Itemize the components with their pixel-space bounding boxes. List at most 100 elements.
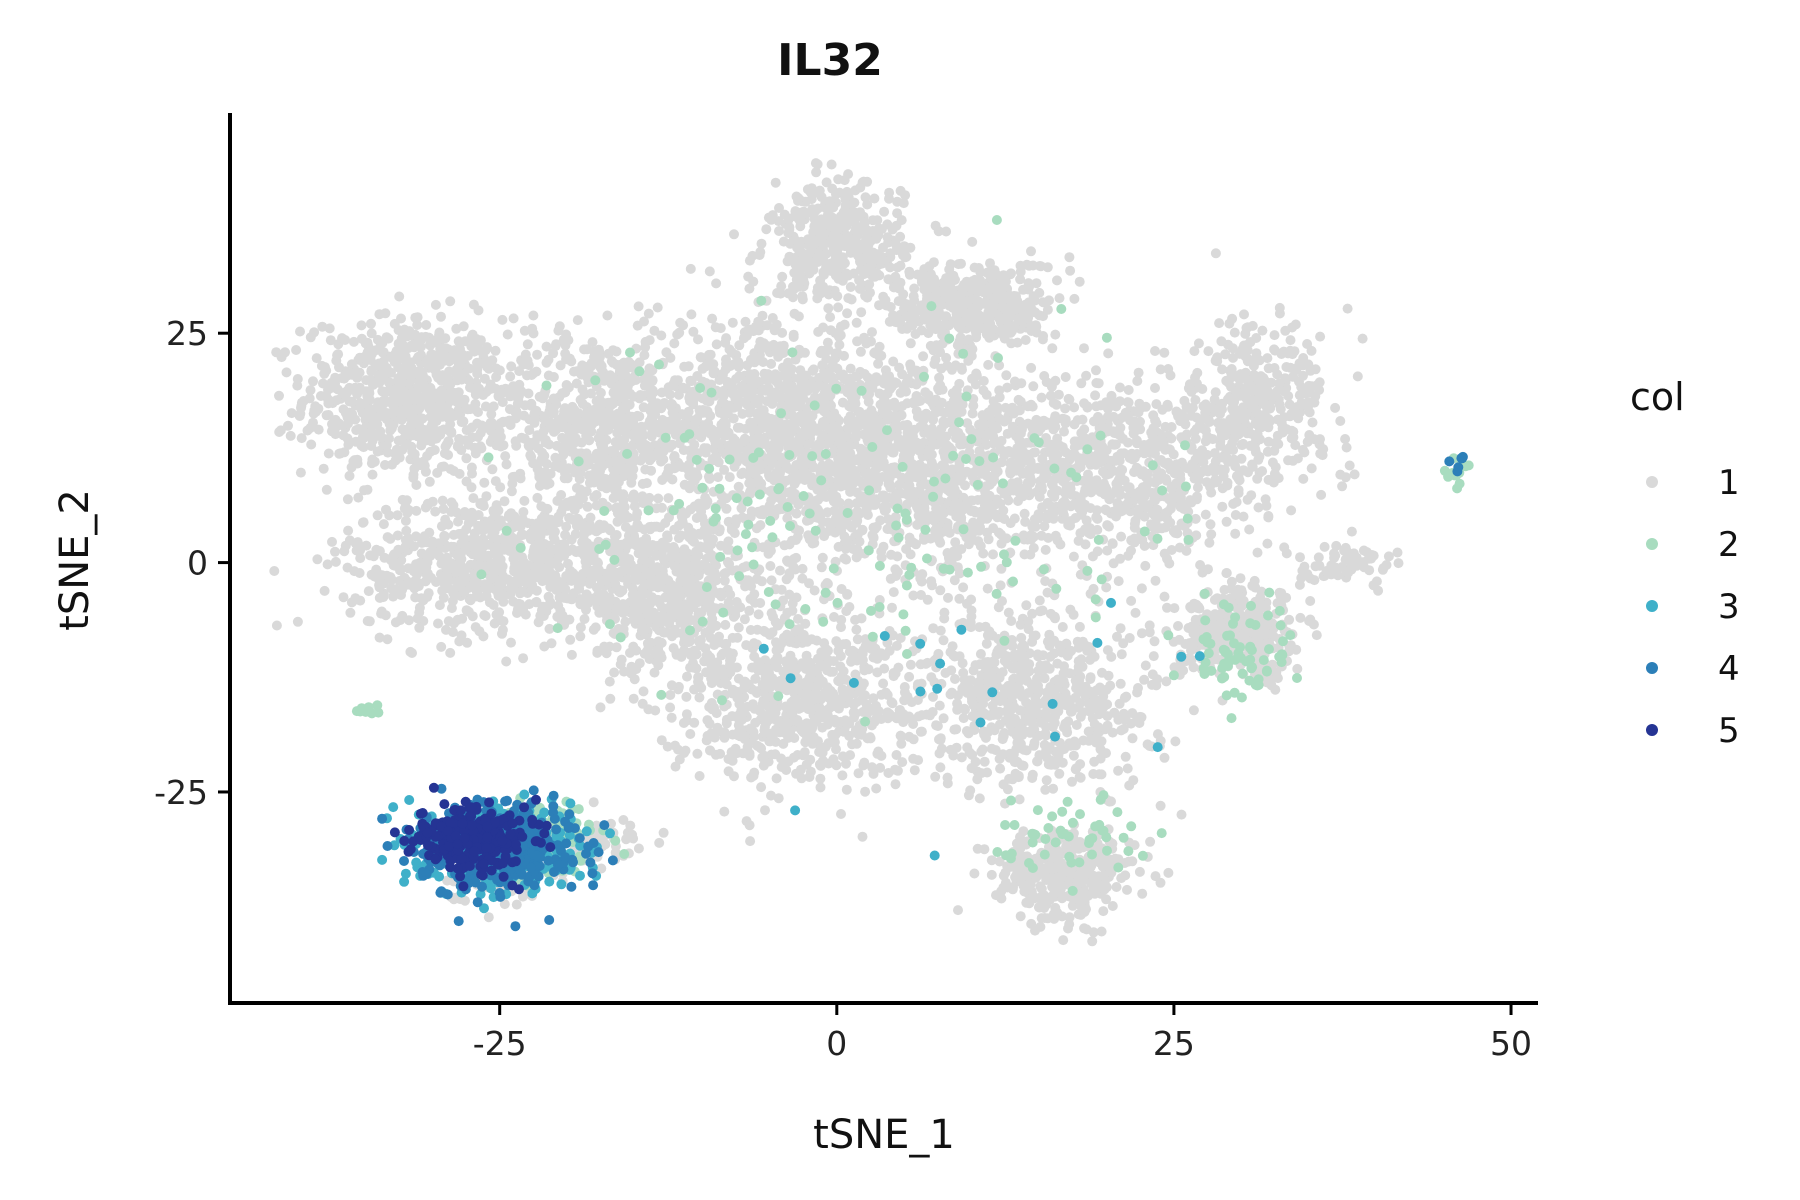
data-point (862, 292, 873, 303)
data-point (740, 316, 751, 327)
data-point (926, 457, 937, 468)
data-point (381, 332, 392, 343)
data-point (348, 336, 359, 347)
data-point (783, 556, 793, 567)
data-point (486, 573, 497, 584)
data-point (384, 433, 394, 444)
data-point (305, 385, 316, 396)
data-point (372, 510, 383, 521)
data-point (409, 449, 420, 460)
data-point (479, 477, 490, 488)
data-point (634, 603, 645, 614)
data-point (385, 377, 396, 388)
data-point (824, 436, 835, 447)
data-point (808, 264, 819, 275)
data-point (663, 603, 673, 614)
data-point (599, 641, 610, 652)
data-point (587, 337, 598, 348)
data-point (690, 547, 701, 558)
data-point (884, 371, 895, 382)
data-point (524, 599, 535, 610)
data-point (890, 401, 901, 412)
data-point (378, 592, 389, 603)
data-point (311, 353, 322, 364)
data-point (448, 588, 459, 599)
data-point (723, 440, 734, 451)
data-point (417, 394, 428, 405)
data-point (577, 568, 588, 579)
data-point (758, 405, 769, 416)
data-point (787, 391, 798, 401)
data-point (485, 524, 496, 535)
data-point (397, 584, 408, 595)
data-point (862, 458, 873, 469)
data-point (656, 387, 667, 398)
data-point (837, 397, 848, 408)
data-point (846, 522, 857, 533)
data-point (901, 386, 911, 397)
data-point (882, 414, 893, 425)
data-point (797, 431, 808, 442)
data-point (385, 533, 396, 544)
data-point (745, 444, 756, 455)
data-point (496, 615, 507, 626)
data-point (660, 627, 671, 638)
data-point (670, 551, 681, 562)
data-point (497, 397, 508, 408)
data-point (562, 497, 573, 508)
data-point (617, 585, 628, 596)
data-point (473, 510, 484, 520)
data-point (365, 426, 376, 437)
data-point (283, 420, 293, 431)
data-point (678, 556, 689, 567)
data-point (342, 385, 353, 396)
data-point (469, 442, 480, 453)
data-point (620, 522, 631, 532)
data-point (366, 328, 377, 339)
data-point (637, 583, 648, 594)
data-point (911, 391, 922, 401)
data-point (461, 476, 472, 487)
data-point (473, 407, 483, 418)
data-point (401, 525, 412, 536)
data-point (763, 369, 774, 380)
data-point (358, 433, 369, 444)
data-point (845, 235, 856, 246)
data-point (350, 436, 361, 447)
data-point (702, 533, 713, 544)
data-point (596, 361, 607, 372)
data-point (588, 624, 599, 635)
data-point (394, 291, 405, 302)
data-point (416, 413, 427, 424)
data-point (451, 323, 462, 334)
data-point (620, 616, 631, 627)
data-point (392, 530, 403, 541)
data-point (508, 313, 519, 324)
data-point (645, 388, 656, 399)
data-point (400, 351, 411, 362)
data-point (532, 492, 543, 503)
data-point (1001, 370, 1012, 381)
data-point (829, 505, 840, 516)
data-point (381, 504, 391, 515)
data-point (421, 320, 432, 330)
data-point (421, 385, 432, 396)
data-point (845, 282, 856, 292)
data-point (365, 355, 376, 366)
data-point (542, 503, 553, 514)
data-point (867, 530, 878, 541)
data-point (772, 473, 783, 484)
data-point (891, 571, 901, 581)
data-point (859, 226, 870, 237)
data-point (478, 501, 489, 511)
data-point (982, 583, 993, 594)
data-point (828, 490, 839, 501)
data-point (579, 344, 590, 355)
data-point (452, 562, 463, 573)
data-point (330, 556, 341, 567)
data-point (433, 618, 443, 629)
data-point (645, 598, 656, 609)
data-point (915, 421, 926, 432)
data-point (861, 420, 872, 431)
data-point (813, 513, 824, 523)
